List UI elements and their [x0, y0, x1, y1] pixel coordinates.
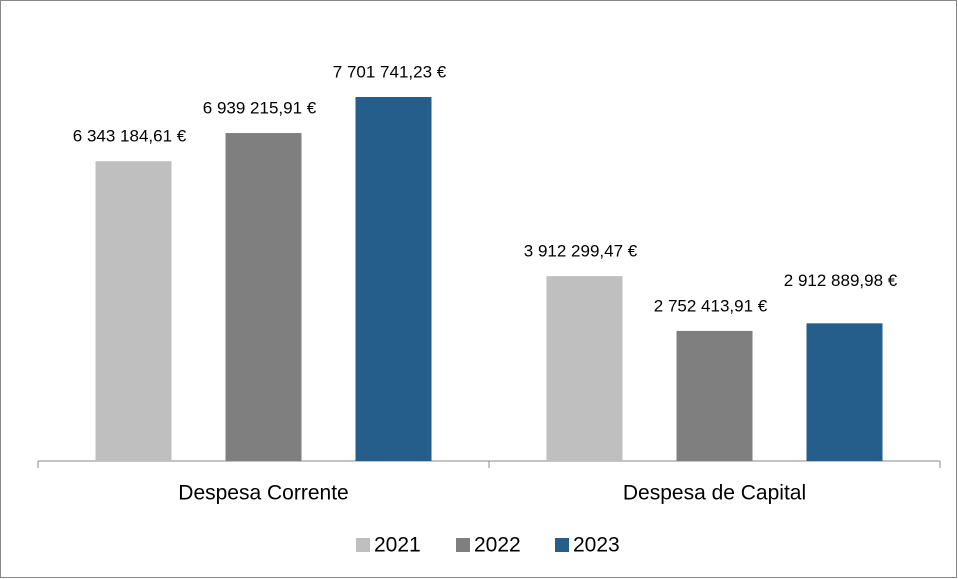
bar [806, 323, 883, 461]
x-tick-label: Despesa Corrente [178, 482, 348, 505]
bar [355, 97, 432, 461]
bar [95, 161, 172, 461]
data-label: 6 343 184,61 € [73, 127, 187, 146]
data-label: 6 939 215,91 € [203, 99, 317, 118]
bar [225, 133, 302, 461]
data-label: 2 912 889,98 € [784, 271, 898, 290]
x-tick-label: Despesa de Capital [623, 482, 806, 505]
data-label: 2 752 413,91 € [654, 296, 768, 315]
legend-swatch [356, 538, 370, 552]
legend-label: 2023 [573, 534, 620, 557]
bar [546, 276, 623, 461]
legend-label: 2021 [374, 534, 421, 557]
data-label: 3 912 299,47 € [524, 242, 638, 261]
legend-label: 2022 [474, 534, 521, 557]
data-label: 7 701 741,23 € [333, 62, 447, 81]
legend-swatch [555, 538, 569, 552]
bar [676, 330, 753, 461]
legend-swatch [456, 538, 470, 552]
